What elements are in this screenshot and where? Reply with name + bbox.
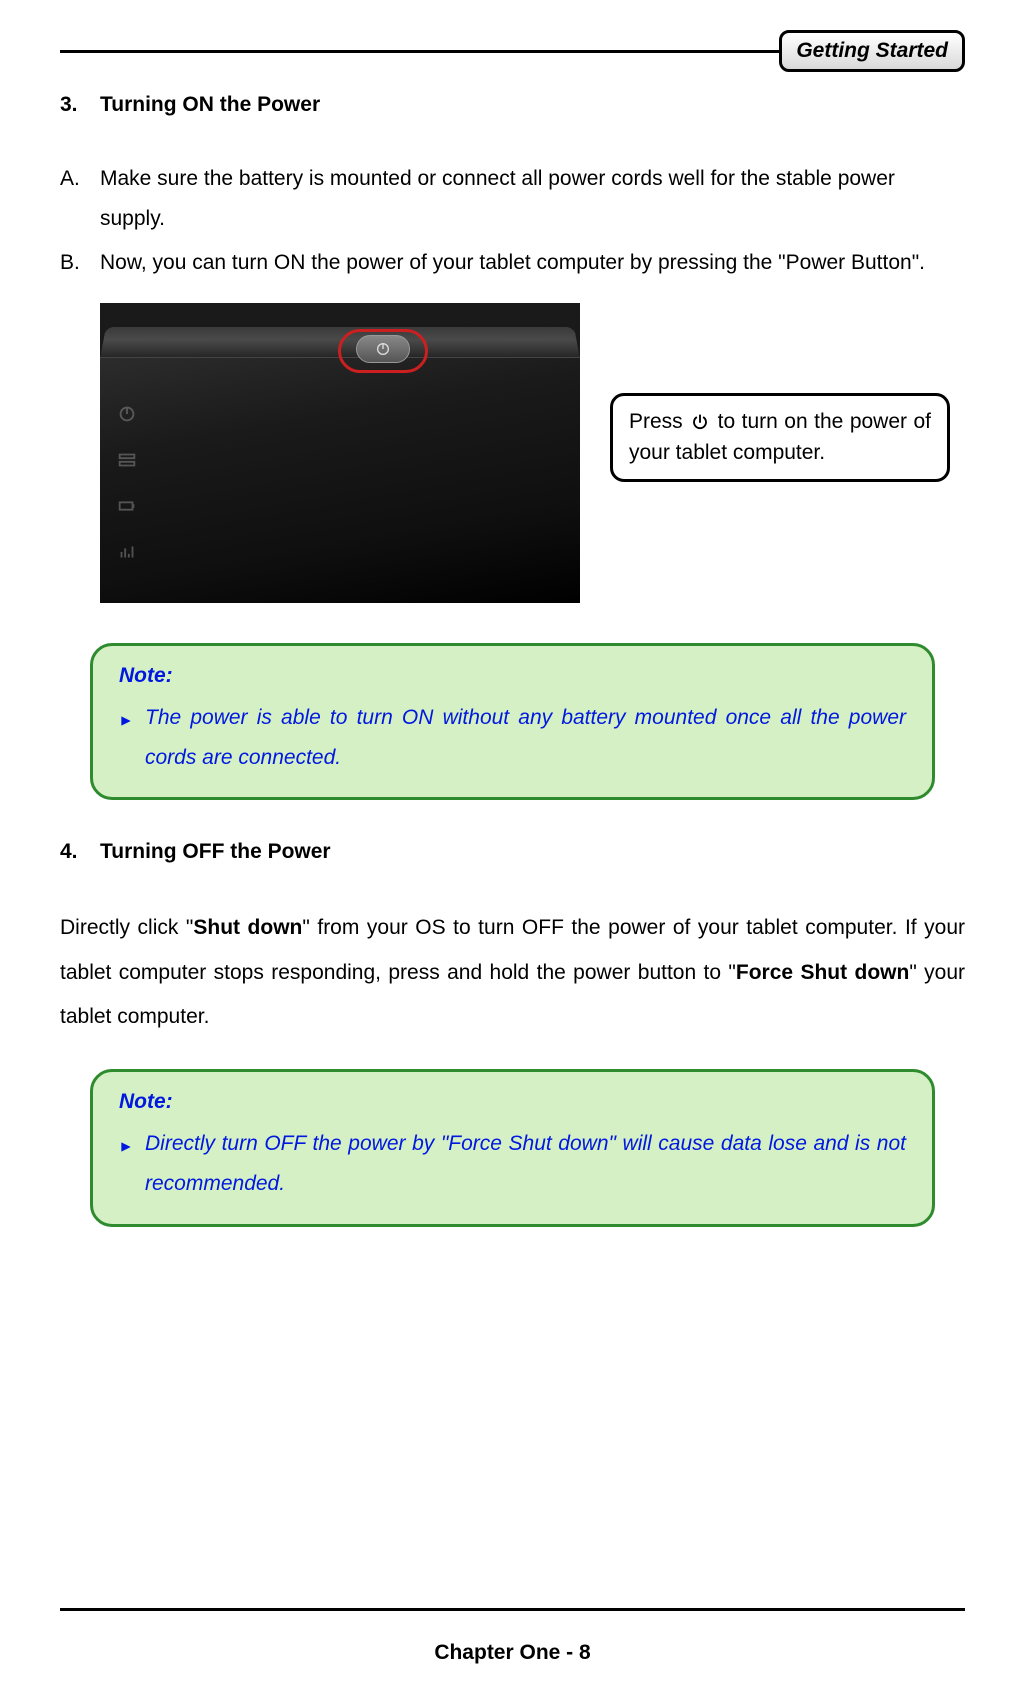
section-4-heading: 4.Turning OFF the Power <box>60 840 965 864</box>
disk-led-icon <box>116 449 138 471</box>
footer-text: Chapter One - 8 <box>60 1641 965 1665</box>
section-3-list: A. Make sure the battery is mounted or c… <box>60 159 965 283</box>
bullet-arrow-icon <box>119 698 133 778</box>
list-item: B. Now, you can turn ON the power of you… <box>60 243 965 283</box>
list-text: Now, you can turn ON the power of your t… <box>100 243 965 283</box>
callout-prefix: Press <box>629 410 689 433</box>
power-icon <box>691 413 709 431</box>
list-text: Make sure the battery is mounted or conn… <box>100 159 965 239</box>
list-item: A. Make sure the battery is mounted or c… <box>60 159 965 239</box>
page-header: Getting Started <box>60 50 965 53</box>
section-3-number: 3. <box>60 93 100 117</box>
section-3-title: Turning ON the Power <box>100 93 320 116</box>
figure-row: Press to turn on the power of your table… <box>100 303 965 603</box>
bullet-arrow-icon <box>119 1124 133 1204</box>
tablet-photo <box>100 303 580 603</box>
list-letter: B. <box>60 243 100 283</box>
para-bold: Shut down <box>193 916 302 939</box>
callout-box: Press to turn on the power of your table… <box>610 393 950 482</box>
battery-led-icon <box>116 495 138 517</box>
side-led-icons <box>116 403 138 563</box>
para-bold: Force Shut down <box>736 961 909 984</box>
note-text: The power is able to turn ON without any… <box>145 698 906 778</box>
para-text: Directly click " <box>60 916 193 939</box>
wifi-led-icon <box>116 541 138 563</box>
note-box-1: Note: The power is able to turn ON witho… <box>90 643 935 801</box>
note-title: Note: <box>119 1090 906 1114</box>
note-text: Directly turn OFF the power by "Force Sh… <box>145 1124 906 1204</box>
page-content: 3.Turning ON the Power A. Make sure the … <box>60 53 965 1227</box>
note-box-2: Note: Directly turn OFF the power by "Fo… <box>90 1069 935 1227</box>
note-item: The power is able to turn ON without any… <box>119 698 906 778</box>
highlight-ring <box>338 329 428 373</box>
note-item: Directly turn OFF the power by "Force Sh… <box>119 1124 906 1204</box>
list-letter: A. <box>60 159 100 239</box>
section-3-heading: 3.Turning ON the Power <box>60 93 965 117</box>
power-led-icon <box>116 403 138 425</box>
section-4-title: Turning OFF the Power <box>100 840 331 863</box>
note-title: Note: <box>119 664 906 688</box>
page-footer: Chapter One - 8 <box>60 1608 965 1665</box>
footer-rule <box>60 1608 965 1611</box>
header-tab: Getting Started <box>779 30 965 72</box>
section-4-paragraph: Directly click "Shut down" from your OS … <box>60 906 965 1038</box>
section-4-number: 4. <box>60 840 100 864</box>
